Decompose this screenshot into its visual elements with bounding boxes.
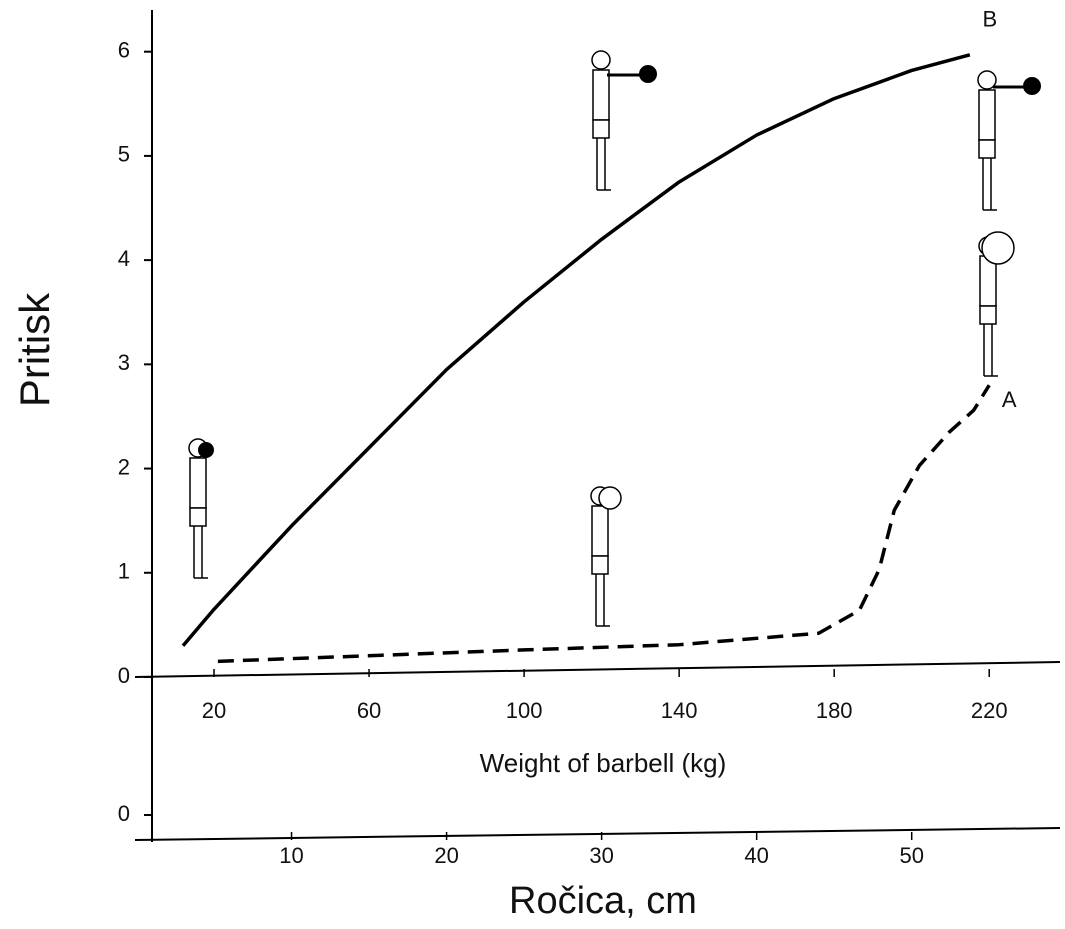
figure [591, 50, 657, 191]
y-tick-label: 1 [118, 559, 130, 584]
y-tick-label: 3 [118, 350, 130, 375]
x-axis-title: Weight of barbell (kg) [480, 748, 727, 778]
x-tick-label: 140 [661, 698, 698, 723]
x2-tick-label: 20 [434, 843, 458, 868]
figure [977, 70, 1041, 211]
x-tick-label: 180 [816, 698, 853, 723]
x-tick-label: 220 [971, 698, 1008, 723]
y-tick-label: 0 [118, 663, 130, 688]
x2-tick-label: 30 [589, 843, 613, 868]
x2-tick-label: 50 [899, 843, 923, 868]
y-tick-label: 5 [118, 142, 130, 167]
x-axis [134, 661, 1061, 678]
y-tick-label: 6 [118, 38, 130, 63]
x-tick-label: 60 [357, 698, 381, 723]
x2-axis [134, 827, 1061, 841]
x2-axis-title: Ročica, cm [509, 880, 697, 922]
x-tick-label: 20 [202, 698, 226, 723]
figure [590, 486, 622, 627]
series-label: B [983, 7, 998, 32]
x2-y-tick-label: 0 [118, 801, 130, 826]
y-tick-label: 2 [118, 454, 130, 479]
y-tick-label: 4 [118, 246, 130, 271]
y-axis-title: Pritisk [11, 292, 58, 407]
x2-tick-label: 10 [279, 843, 303, 868]
x-tick-label: 100 [506, 698, 543, 723]
figure [188, 438, 214, 579]
line [181, 53, 971, 647]
x2-tick-label: 40 [744, 843, 768, 868]
figure [978, 231, 1015, 377]
series-label: A [1002, 387, 1017, 412]
line [217, 384, 991, 664]
